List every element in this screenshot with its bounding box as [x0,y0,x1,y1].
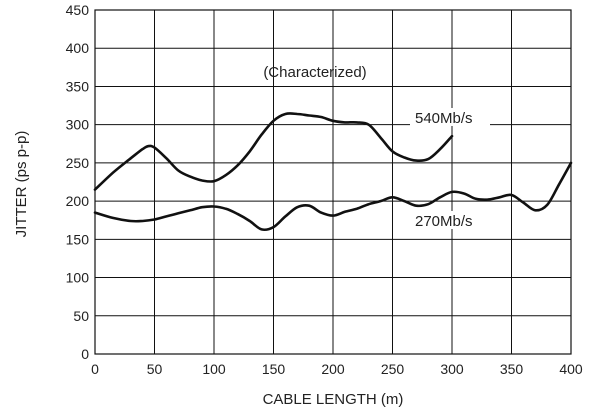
series-line-1 [93,161,573,232]
y-tick-label: 400 [66,40,90,56]
series-label-270: 270Mb/s [415,213,473,230]
y-tick-label: 0 [81,346,89,362]
x-tick-label: 350 [500,361,524,377]
series-line-0 [93,112,454,191]
characterized-annotation: (Characterized) [263,64,366,81]
x-tick-label: 300 [440,361,464,377]
x-tick-label: 250 [381,361,405,377]
x-tick-label: 50 [147,361,163,377]
y-tick-label: 250 [66,155,90,171]
x-tick-label: 150 [262,361,286,377]
x-tick-label: 100 [202,361,226,377]
x-tick-label: 0 [91,361,99,377]
x-tick-label: 400 [559,361,583,377]
y-tick-label: 100 [66,270,90,286]
series-layer [93,112,573,232]
series-label-540: 540Mb/s [415,110,473,127]
x-axis-title: CABLE LENGTH (m) [263,391,404,408]
y-axis-title: JITTER (ps p-p) [13,131,30,238]
x-tick-label: 200 [321,361,345,377]
series-label-270-bg [410,211,490,229]
y-tick-label: 150 [66,231,90,247]
series-label-540-bg [410,108,490,126]
y-tick-label: 300 [66,117,90,133]
y-tick-label: 450 [66,2,90,18]
y-tick-label: 200 [66,193,90,209]
y-tick-label: 50 [73,308,89,324]
y-tick-label: 350 [66,78,90,94]
tick-labels: 0 50 100 150 200 250 300 350 400 0 50 100 150 200 250 3… [66,2,583,377]
plot-frame [94,9,572,355]
